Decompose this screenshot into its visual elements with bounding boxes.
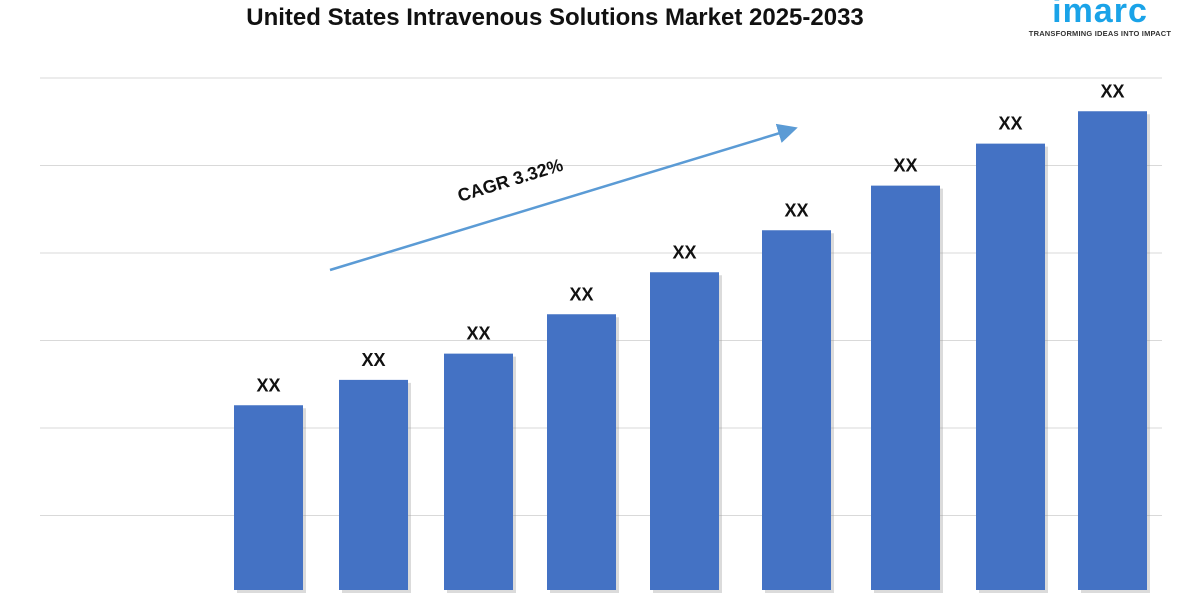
bar-2028 — [547, 314, 616, 590]
data-label: XX — [256, 375, 280, 395]
bar-2031 — [871, 185, 940, 590]
bar-2026 — [339, 379, 408, 590]
data-label: XX — [569, 284, 593, 304]
data-label: XX — [466, 324, 490, 344]
bar-2030 — [762, 230, 831, 590]
data-label: XX — [361, 350, 385, 370]
data-label: XX — [1100, 81, 1124, 101]
data-label: XX — [672, 242, 696, 262]
bar-2027 — [444, 353, 513, 590]
bar-2029 — [650, 272, 719, 590]
data-label: XX — [998, 114, 1022, 134]
cagr-arrow — [329, 123, 798, 272]
logo-tagline: TRANSFORMING IDEAS INTO IMPACT — [1028, 29, 1172, 38]
logo-wordmark: imarc — [1052, 0, 1148, 30]
data-label: XX — [893, 156, 917, 176]
bar-2032 — [976, 143, 1045, 590]
imarc-logo: imarc TRANSFORMING IDEAS INTO IMPACT — [1015, 0, 1185, 44]
bar-2025 — [234, 405, 303, 590]
cagr-label: CAGR 3.32% — [455, 155, 565, 206]
bar-2033 — [1078, 111, 1147, 590]
chart-title: United States Intravenous Solutions Mark… — [246, 4, 864, 31]
data-label: XX — [784, 200, 808, 220]
